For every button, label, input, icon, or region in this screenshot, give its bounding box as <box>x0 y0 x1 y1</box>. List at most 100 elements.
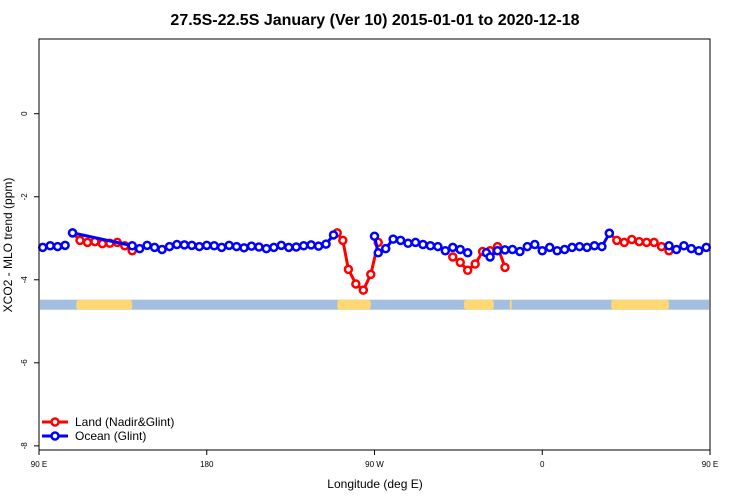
data-point-land <box>75 235 85 246</box>
data-point-ocean <box>179 240 190 250</box>
data-point-land <box>500 262 510 273</box>
data-point-ocean <box>313 241 324 251</box>
data-point-ocean <box>485 252 495 262</box>
x-tick-label: 180 <box>200 460 214 469</box>
y-tick-label: -4 <box>20 276 29 284</box>
data-point-ocean <box>254 242 264 252</box>
surface-band-land <box>509 299 512 310</box>
data-point-ocean <box>686 243 697 254</box>
data-point-ocean <box>425 240 436 251</box>
data-point-land <box>338 235 348 246</box>
data-point-ocean <box>582 242 592 253</box>
data-point-ocean <box>37 242 48 253</box>
data-point-ocean <box>60 240 70 251</box>
series-ocean <box>37 228 712 262</box>
y-tick-label: -8 <box>20 442 29 450</box>
data-point-land <box>656 241 667 252</box>
data-point-ocean <box>164 241 175 252</box>
x-axis: 90 E 180 90 W 0 90 E <box>31 450 718 469</box>
data-point-ocean <box>194 241 205 252</box>
data-point-ocean <box>172 239 182 250</box>
data-point-land <box>626 234 637 245</box>
legend: Land (Nadir&Glint)Ocean (Glint) <box>42 415 174 443</box>
data-point-land <box>641 237 652 248</box>
surface-band-ocean <box>40 299 709 310</box>
data-point-ocean <box>321 239 331 249</box>
data-point-land <box>634 236 644 247</box>
data-point-land <box>358 285 369 295</box>
surface-band-land <box>76 299 133 310</box>
data-point-ocean <box>306 240 316 250</box>
data-point-ocean <box>246 241 257 251</box>
data-point-ocean <box>679 240 689 251</box>
data-point-ocean <box>216 242 227 253</box>
data-point-ocean <box>127 240 137 251</box>
data-point-land <box>612 235 622 246</box>
data-point-ocean <box>157 244 167 255</box>
surface-band-land <box>463 299 494 310</box>
data-point-ocean <box>597 241 607 252</box>
data-point-ocean <box>67 228 78 238</box>
data-point-ocean <box>403 238 413 249</box>
surface-band-land <box>611 299 669 310</box>
data-point-land <box>462 265 473 275</box>
data-point-ocean <box>418 239 428 250</box>
data-point-ocean <box>544 242 555 253</box>
data-point-ocean <box>231 241 242 252</box>
data-point-land <box>343 264 354 275</box>
data-point-land <box>448 252 458 262</box>
data-point-ocean <box>239 243 249 253</box>
data-point-ocean <box>369 231 380 241</box>
data-point-ocean <box>671 244 682 255</box>
data-point-ocean <box>522 241 533 252</box>
data-point-ocean <box>448 242 458 253</box>
y-axis: 0 -2 -4 -6 -8 <box>20 111 39 449</box>
y-tick-label: -6 <box>20 359 29 367</box>
data-point-ocean <box>291 242 301 252</box>
x-tick-label: 0 <box>540 460 545 469</box>
data-point-land <box>366 269 376 280</box>
data-point-ocean <box>395 235 406 246</box>
data-point-ocean <box>328 230 339 240</box>
data-point-ocean <box>261 243 272 254</box>
y-axis-label: XCO2 - MLO trend (ppm) <box>1 178 15 313</box>
data-point-ocean <box>492 245 503 256</box>
data-point-ocean <box>45 240 55 251</box>
data-point-land <box>82 237 93 248</box>
data-point-ocean <box>664 240 674 251</box>
data-point-ocean <box>209 240 219 251</box>
data-point-ocean <box>530 239 540 250</box>
y-tick-label: -2 <box>20 193 29 201</box>
data-point-ocean <box>276 240 287 251</box>
x-axis-label: Longitude (deg E) <box>327 477 422 491</box>
data-point-ocean <box>515 246 525 257</box>
data-point-ocean <box>269 242 279 253</box>
data-point-land <box>351 279 361 289</box>
data-point-ocean <box>507 244 518 255</box>
data-point-ocean <box>589 240 600 251</box>
x-tick-label: 90 W <box>365 460 384 469</box>
surface-band-land <box>337 299 371 310</box>
legend-marker-ocean <box>50 431 60 441</box>
data-point-ocean <box>537 245 547 256</box>
data-point-ocean <box>388 234 398 244</box>
data-point-ocean <box>380 243 391 254</box>
data-point-ocean <box>410 237 421 248</box>
x-tick-label: 90 E <box>31 460 47 469</box>
y-tick-label: 0 <box>20 111 29 116</box>
data-point-ocean <box>701 242 712 253</box>
data-point-ocean <box>694 245 704 256</box>
data-point-ocean <box>284 242 294 253</box>
data-point-ocean <box>134 243 145 254</box>
legend-label-land: Land (Nadir&Glint) <box>75 415 174 429</box>
data-point-land <box>649 237 659 248</box>
data-point-land <box>455 257 465 268</box>
data-point-ocean <box>462 248 473 258</box>
data-point-ocean <box>373 248 383 258</box>
legend-marker-land <box>50 417 60 427</box>
chart-title: 27.5S-22.5S January (Ver 10) 2015-01-01 … <box>170 12 579 29</box>
data-point-ocean <box>52 241 63 252</box>
data-point-ocean <box>567 242 577 253</box>
data-point-land <box>619 237 630 248</box>
